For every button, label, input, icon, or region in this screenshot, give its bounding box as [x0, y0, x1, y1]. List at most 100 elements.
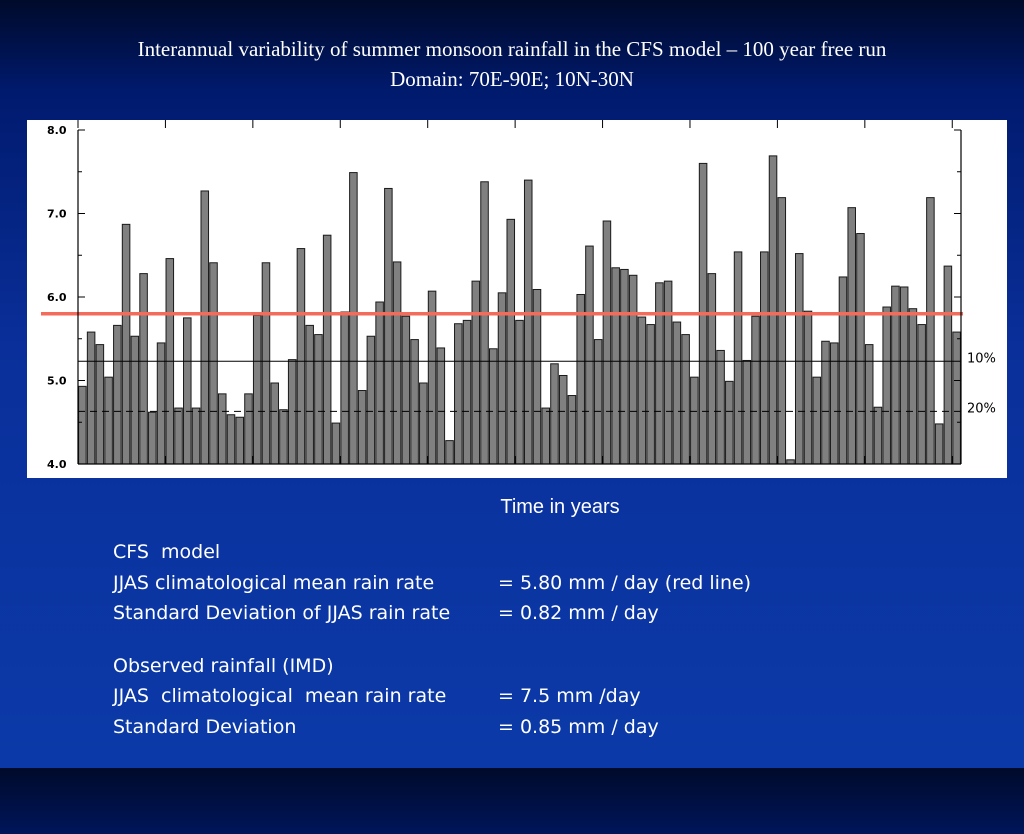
- slide-title: Interannual variability of summer monsoo…: [0, 34, 1024, 94]
- bar: [489, 348, 498, 465]
- bar: [427, 290, 437, 465]
- bar: [226, 414, 236, 465]
- bar: [384, 187, 393, 465]
- cfs-mean-label: JJAS climatological mean rain rate: [113, 571, 435, 594]
- bar: [794, 253, 804, 465]
- bar: [917, 324, 926, 465]
- bar: [78, 385, 87, 465]
- bar: [777, 197, 787, 465]
- bar: [672, 321, 682, 465]
- bar: [252, 314, 262, 465]
- bar: [725, 380, 734, 465]
- bar: [471, 280, 481, 465]
- bar: [357, 390, 367, 465]
- bar: [279, 409, 288, 465]
- bar: [480, 181, 489, 465]
- y-tick-label: 5.0: [47, 375, 67, 388]
- bar: [200, 190, 210, 465]
- bar: [270, 382, 279, 465]
- bar: [690, 376, 699, 465]
- bar: [812, 376, 822, 465]
- bar: [856, 233, 865, 465]
- bar: [550, 363, 559, 465]
- bar: [366, 335, 376, 465]
- bar: [567, 395, 577, 465]
- bar: [349, 172, 358, 465]
- axes-frame: [77, 120, 962, 465]
- bar: [620, 268, 629, 465]
- threshold-label: 10%: [967, 351, 996, 366]
- tick-labels-group: 10% 20% 4.0 5.0 6.0 7.0 8.0: [47, 124, 996, 471]
- imd-sd-label: Standard Deviation: [113, 715, 297, 738]
- bar: [506, 218, 516, 465]
- bar: [934, 423, 944, 465]
- bar: [803, 310, 813, 465]
- bar: [637, 316, 647, 465]
- bar: [882, 306, 891, 465]
- y-tick-label: 7.0: [47, 208, 67, 221]
- y-tick-label: 6.0: [47, 291, 67, 304]
- bar: [847, 207, 856, 465]
- bar: [436, 347, 446, 465]
- bar: [515, 319, 524, 465]
- title-line-1: Interannual variability of summer monsoo…: [137, 37, 887, 61]
- imd-heading: Observed rainfall (IMD): [113, 654, 334, 677]
- bar: [375, 301, 384, 465]
- imd-mean-label: JJAS climatological mean rain rate: [113, 685, 447, 707]
- bar: [602, 220, 612, 465]
- bar: [410, 339, 419, 465]
- bar: [786, 459, 795, 465]
- bar: [952, 331, 961, 465]
- bar: [742, 359, 752, 465]
- bar: [244, 393, 253, 465]
- bar: [148, 411, 157, 465]
- bar: [760, 251, 769, 465]
- bar: [121, 223, 131, 465]
- cfs-sd-value: = 0.82 mm / day: [498, 602, 659, 624]
- cfs-mean-value: = 5.80 mm / day (red line): [498, 571, 752, 594]
- bar: [532, 288, 542, 465]
- imd-mean-value: = 7.5 mm /day: [498, 685, 641, 707]
- bar: [541, 407, 551, 465]
- rainfall-bar-chart: 10% 20% 4.0 5.0 6.0 7.0 8.0: [27, 120, 1007, 478]
- bar: [655, 282, 664, 465]
- bar: [646, 324, 655, 465]
- bar: [873, 406, 883, 465]
- bar: [139, 273, 148, 465]
- bar: [392, 261, 402, 465]
- bar: [821, 340, 830, 465]
- y-tick-label: 4.0: [47, 458, 67, 471]
- bar: [191, 407, 201, 465]
- bar: [576, 293, 585, 465]
- bar: [733, 251, 743, 465]
- bar: [926, 197, 935, 465]
- bar: [86, 331, 96, 465]
- bar: [445, 440, 454, 465]
- y-tick-label: 8.0: [47, 124, 67, 137]
- bar: [462, 319, 472, 465]
- bar: [322, 234, 332, 465]
- bar: [340, 311, 349, 465]
- bar: [908, 308, 918, 465]
- bar: [864, 344, 874, 465]
- bar: [235, 416, 245, 465]
- bar: [628, 274, 638, 465]
- bar: [943, 265, 953, 465]
- bar: [558, 374, 568, 465]
- title-line-2: Domain: 70E-90E; 10N-30N: [390, 67, 634, 91]
- threshold-label: 20%: [967, 401, 996, 416]
- bar: [838, 276, 848, 465]
- bar: [751, 315, 760, 465]
- bars-group: [78, 155, 961, 465]
- bar: [585, 245, 594, 465]
- bar: [130, 335, 140, 465]
- bar: [95, 344, 105, 465]
- cfs-sd-label: Standard Deviation of JJAS rain rate: [113, 602, 451, 624]
- bar: [454, 323, 463, 465]
- bar: [305, 324, 314, 465]
- bar: [716, 349, 725, 465]
- bar: [104, 376, 113, 465]
- chart-svg: 10% 20% 4.0 5.0 6.0 7.0 8.0: [41, 120, 996, 471]
- bar: [174, 407, 183, 465]
- bar: [113, 324, 122, 465]
